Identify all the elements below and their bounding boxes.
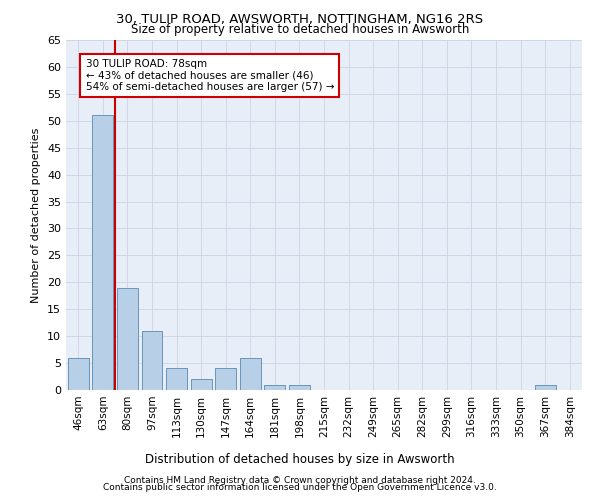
Bar [117,288,138,390]
Bar [166,368,187,390]
Bar [240,358,261,390]
Bar [142,331,163,390]
Bar [265,384,286,390]
Text: Size of property relative to detached houses in Awsworth: Size of property relative to detached ho… [131,22,469,36]
Y-axis label: Number of detached properties: Number of detached properties [31,128,41,302]
Bar [215,368,236,390]
Text: Contains HM Land Registry data © Crown copyright and database right 2024.: Contains HM Land Registry data © Crown c… [124,476,476,485]
Text: Distribution of detached houses by size in Awsworth: Distribution of detached houses by size … [145,453,455,466]
Text: 30 TULIP ROAD: 78sqm
← 43% of detached houses are smaller (46)
54% of semi-detac: 30 TULIP ROAD: 78sqm ← 43% of detached h… [86,59,334,92]
Bar [191,379,212,390]
Bar [289,384,310,390]
Bar [92,116,113,390]
Bar [535,384,556,390]
Bar [68,358,89,390]
Text: 30, TULIP ROAD, AWSWORTH, NOTTINGHAM, NG16 2RS: 30, TULIP ROAD, AWSWORTH, NOTTINGHAM, NG… [116,12,484,26]
Text: Contains public sector information licensed under the Open Government Licence v3: Contains public sector information licen… [103,484,497,492]
